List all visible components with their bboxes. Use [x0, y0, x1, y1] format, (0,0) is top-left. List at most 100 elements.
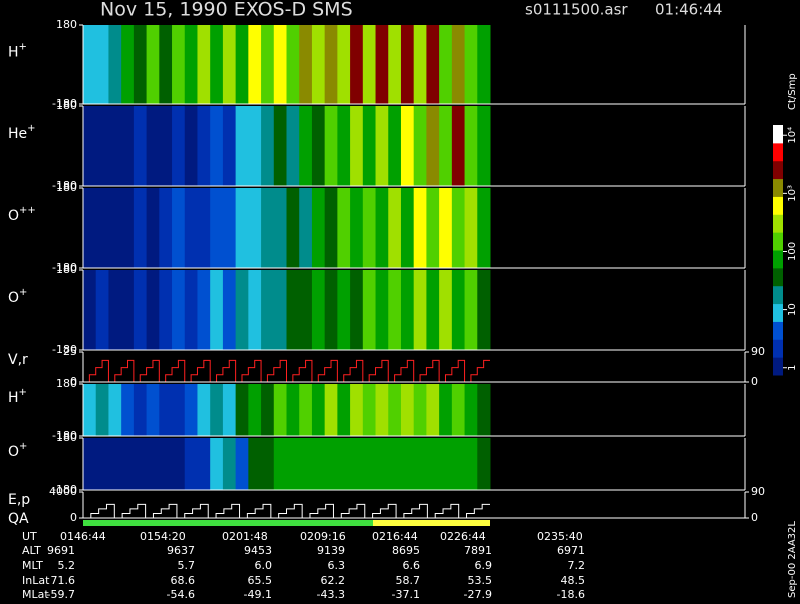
heatmap-cell [83, 270, 97, 350]
heatmap-cell [362, 438, 377, 490]
panel-label-text: O [8, 208, 19, 224]
heatmap-cell [337, 25, 351, 104]
heatmap-cell [108, 188, 122, 268]
heatmap-cell [426, 188, 440, 268]
heatmap-cell [375, 106, 389, 186]
cell: -54.6 [167, 588, 195, 600]
heatmap-cell [172, 106, 186, 186]
panel-label-text: O [8, 290, 19, 306]
heatmap-cell [184, 25, 198, 104]
heatmap-cell [95, 25, 109, 104]
heatmap-cell [337, 270, 351, 350]
heatmap-cell [121, 106, 135, 186]
heatmap-cell [133, 188, 148, 268]
y-tick-label: 180 [56, 377, 77, 390]
heatmap-cell [311, 384, 326, 436]
line-series [83, 359, 490, 383]
colorbar-cell [773, 142, 783, 162]
heatmap-cell [184, 438, 198, 490]
heatmap-cell [413, 25, 427, 104]
cell: -37.1 [392, 588, 420, 600]
heatmap-cell [388, 106, 402, 186]
heatmap-cell [133, 25, 148, 104]
heatmap-cell [337, 188, 351, 268]
heatmap-cell [159, 270, 173, 350]
heatmap-cell [350, 106, 364, 186]
heatmap-cell [375, 438, 389, 490]
panel-label: O+ [8, 441, 27, 460]
panel-label-text: O [8, 444, 19, 460]
cell: 7.2 [568, 559, 586, 572]
cell: 0235:40 [537, 530, 583, 543]
heatmap-cell [146, 270, 160, 350]
heatmap-cell [133, 384, 148, 436]
heatmap-cell [477, 106, 491, 186]
heatmap-cell [197, 438, 211, 490]
heatmap-cell [95, 438, 109, 490]
heatmap-cell [261, 384, 275, 436]
panel-label: V,r [8, 352, 28, 368]
panel-label: H+ [8, 387, 27, 406]
heatmap-cell [477, 270, 491, 350]
heatmap-cell [261, 188, 275, 268]
file-name: s0111500.asr [525, 1, 628, 19]
heatmap-cell [197, 384, 211, 436]
heatmap-cell [299, 25, 313, 104]
colorbar-cell [773, 285, 783, 305]
heatmap-cell [451, 384, 466, 436]
heatmap-cell [375, 270, 389, 350]
heatmap-cell [248, 438, 262, 490]
heatmap-cell [413, 438, 427, 490]
heatmap-cell [451, 188, 466, 268]
heatmap-cell [95, 106, 109, 186]
cell: 58.7 [396, 574, 421, 587]
cell: -27.9 [464, 588, 492, 600]
heatmap-cell [439, 438, 453, 490]
heatmap-cell [273, 270, 287, 350]
cell: 0154:20 [140, 530, 186, 543]
heatmap-cell [451, 25, 466, 104]
heatmap-cell [299, 188, 313, 268]
heatmap-cell [324, 438, 338, 490]
panel-label-sup: + [19, 42, 27, 53]
qa-bar [373, 520, 490, 526]
heatmap-cell [286, 384, 300, 436]
heatmap-cell [83, 106, 97, 186]
heatmap-cell [362, 270, 377, 350]
cell: 6.0 [255, 559, 273, 572]
cell: 8695 [392, 544, 420, 557]
heatmap-cell [350, 270, 364, 350]
panel-label-sup: ++ [19, 205, 36, 216]
y-tick-label: -180 [52, 261, 77, 274]
heatmap-cell [324, 106, 338, 186]
heatmap-cell [108, 106, 122, 186]
heatmap-cell [451, 270, 466, 350]
heatmap-cell [184, 188, 198, 268]
cell: 65.5 [248, 574, 273, 587]
heatmap-cell [184, 384, 198, 436]
heatmap-cell [350, 384, 364, 436]
heatmap-cell [235, 25, 249, 104]
colorbar-cell [773, 160, 783, 180]
heatmap-cell [439, 188, 453, 268]
y-tick-label: -180 [52, 97, 77, 110]
heatmap-cell [426, 384, 440, 436]
heatmap-cell [273, 188, 287, 268]
y-tick-label: 0 [70, 375, 77, 388]
heatmap-cell [464, 106, 478, 186]
heatmap-cell [273, 438, 287, 490]
heatmap-cell [388, 270, 402, 350]
heatmap-cell [222, 188, 237, 268]
heatmap-cell [197, 188, 211, 268]
panel-label-sup: + [19, 387, 27, 398]
cell: -18.6 [557, 588, 585, 600]
cell: -49.1 [244, 588, 272, 600]
heatmap-cell [477, 25, 491, 104]
heatmap-cell [210, 438, 224, 490]
heatmap-cell [83, 188, 97, 268]
heatmap-cell [426, 106, 440, 186]
panel-label: H+ [8, 42, 27, 61]
y-tick-label: -180 [52, 483, 77, 496]
colorbar-cell [773, 267, 783, 287]
colorbar-cell [773, 250, 783, 269]
